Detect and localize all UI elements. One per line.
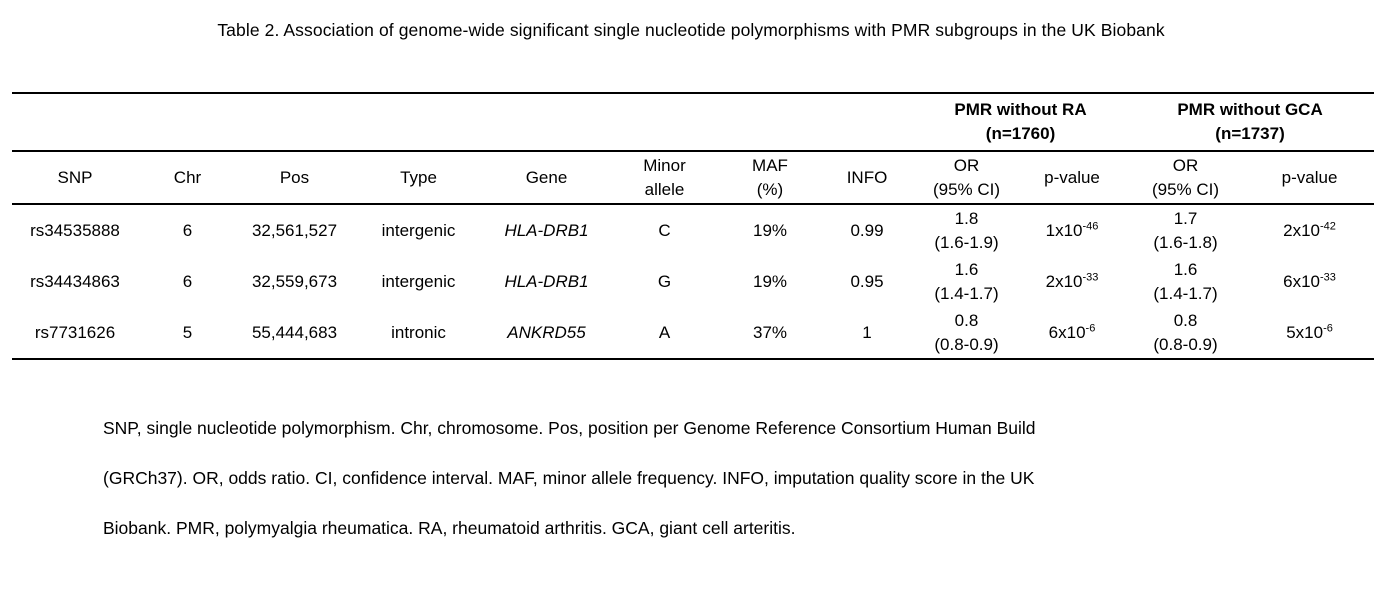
col-header-chr: Chr <box>138 151 237 205</box>
cell-gca-or-ci: 1.7 (1.6-1.8) <box>1153 208 1218 252</box>
cell-gca-p-value: 5x10-6 <box>1245 307 1374 359</box>
p-value-exponent: -33 <box>1082 270 1099 283</box>
col-header-info: INFO <box>819 151 915 205</box>
cell-type: intergenic <box>381 220 456 240</box>
column-header-row: SNP Chr Pos Type Gene Minor allele MAF (… <box>12 151 1375 205</box>
cell-snp: rs7731626 <box>34 322 116 342</box>
cell-pos: 32,559,673 <box>251 271 338 291</box>
cell-ra-p-value: 6x10-6 <box>1018 307 1126 359</box>
cell-pos: 32,561,527 <box>251 220 338 240</box>
cell-chr: 6 <box>182 220 193 240</box>
col-header-ra-p-value: p-value <box>1018 151 1127 205</box>
cell-gene: HLA-DRB1 <box>504 271 589 291</box>
p-value-base: 1x10 <box>1045 220 1083 240</box>
cell-info: 0.95 <box>850 271 884 291</box>
cell-gene: HLA-DRB1 <box>504 220 589 240</box>
cell-gca-p-value: 2x10-42 <box>1245 204 1374 256</box>
p-value-base: 2x10 <box>1283 220 1320 240</box>
p-value-base: 6x10 <box>1048 322 1086 342</box>
cell-gca-or-ci: 1.6 (1.4-1.7) <box>1153 259 1218 303</box>
cell-ra-or-ci: 0.8 (0.8-0.9) <box>934 310 999 354</box>
group-header-spacer <box>12 93 915 152</box>
p-value-exponent: -6 <box>1085 321 1096 334</box>
cell-ra-or-ci: 1.8 (1.6-1.9) <box>934 208 999 252</box>
table-row: rs7731626 5 55,444,683 intronic ANKRD55 … <box>12 307 1374 359</box>
footnote-line: Biobank. PMR, polymyalgia rheumatica. RA… <box>103 518 796 538</box>
footnote-line: (GRCh37). OR, odds ratio. CI, confidence… <box>103 468 1035 488</box>
col-header-ra-or-ci: OR (95% CI) <box>915 151 1018 205</box>
p-value-exponent: -42 <box>1320 219 1336 232</box>
cell-minor-allele: G <box>657 271 672 291</box>
col-header-minor-allele: Minor allele <box>608 151 721 205</box>
cell-type: intronic <box>391 322 446 342</box>
cell-maf: 19% <box>752 220 788 240</box>
col-header-gca-or-ci: OR (95% CI) <box>1126 151 1246 205</box>
table-title: Table 2. Association of genome-wide sign… <box>217 20 1165 40</box>
cell-maf: 19% <box>752 271 788 291</box>
group-header-pmr-without-ra: PMR without RA (n=1760) <box>915 93 1127 152</box>
cell-ra-p-value: 2x10-33 <box>1018 256 1126 307</box>
p-value-base: 5x10 <box>1286 322 1324 342</box>
cell-snp: rs34535888 <box>30 220 120 240</box>
cell-info: 0.99 <box>850 220 884 240</box>
col-header-type: Type <box>352 151 485 205</box>
col-header-maf: MAF (%) <box>721 151 819 205</box>
cell-minor-allele: A <box>658 322 671 342</box>
cell-chr: 6 <box>182 271 193 291</box>
cell-chr: 5 <box>182 322 193 342</box>
footnote: SNP, single nucleotide polymorphism. Chr… <box>103 403 1303 553</box>
col-header-snp: SNP <box>12 151 138 205</box>
cell-snp: rs34434863 <box>30 271 120 291</box>
cell-minor-allele: C <box>658 220 671 240</box>
group-header-row: PMR without RA (n=1760) PMR without GCA … <box>12 93 1375 152</box>
cell-ra-p-value: 1x10-46 <box>1018 204 1126 256</box>
p-value-exponent: -33 <box>1320 270 1336 283</box>
cell-gene: ANKRD55 <box>507 322 586 342</box>
footnote-line: SNP, single nucleotide polymorphism. Chr… <box>103 418 1036 438</box>
p-value-exponent: -46 <box>1082 219 1099 232</box>
p-value-base: 2x10 <box>1045 271 1083 291</box>
cell-type: intergenic <box>381 271 456 291</box>
p-value-exponent: -6 <box>1323 321 1333 334</box>
table-row: rs34535888 6 32,561,527 intergenic HLA-D… <box>12 204 1374 256</box>
cell-gca-or-ci: 0.8 (0.8-0.9) <box>1153 310 1218 354</box>
table-row: rs34434863 6 32,559,673 intergenic HLA-D… <box>12 256 1374 307</box>
cell-maf: 37% <box>752 322 788 342</box>
cell-ra-or-ci: 1.6 (1.4-1.7) <box>934 259 999 303</box>
cell-info: 1 <box>862 322 872 342</box>
group-header-pmr-without-gca: PMR without GCA (n=1737) <box>1126 93 1375 152</box>
association-table: PMR without RA (n=1760) PMR without GCA … <box>12 92 1375 360</box>
col-header-gene: Gene <box>485 151 608 205</box>
p-value-base: 6x10 <box>1283 271 1320 291</box>
cell-pos: 55,444,683 <box>251 322 338 342</box>
cell-gca-p-value: 6x10-33 <box>1245 256 1374 307</box>
col-header-gca-p-value: p-value <box>1245 151 1375 205</box>
col-header-pos: Pos <box>237 151 352 205</box>
